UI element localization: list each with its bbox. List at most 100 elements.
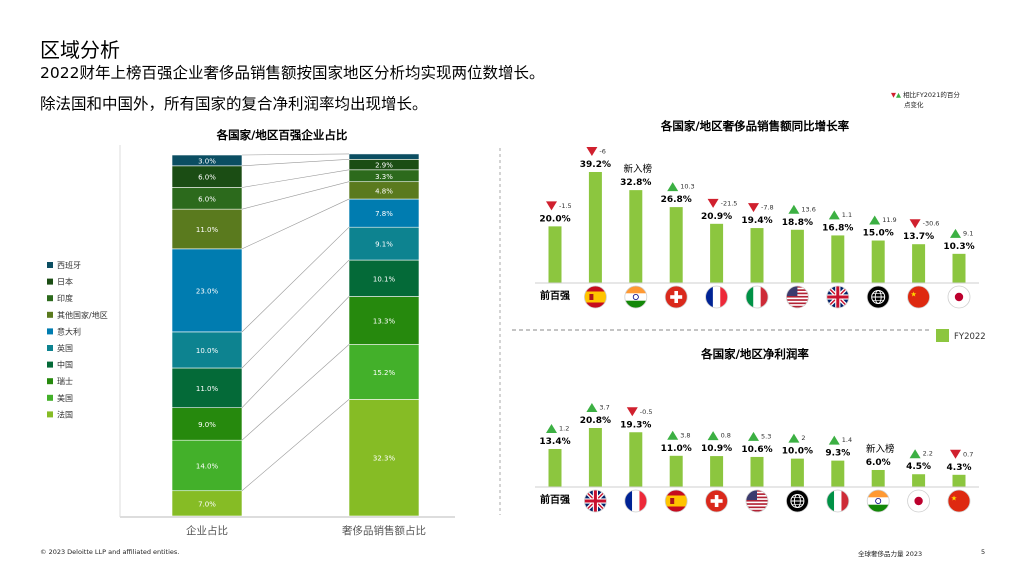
stack-connector-line — [241, 399, 350, 491]
legend-down-triangle-icon: ▼ — [891, 91, 896, 99]
flag-part — [665, 495, 688, 507]
stack-segment-0-1 — [171, 439, 243, 492]
margin-change-label: 3.7 — [599, 404, 609, 412]
footer-copyright: © 2023 Deloitte LLP and affiliated entit… — [40, 548, 180, 556]
stack-legend-swatch — [47, 278, 53, 285]
margin-value-label: 10.6% — [741, 445, 772, 455]
margin-change-label: 1.4 — [842, 436, 852, 444]
down-triangle-icon — [586, 147, 598, 156]
growth-value-label: 10.3% — [943, 242, 974, 252]
spain-flag-icon — [584, 285, 607, 309]
india-flag-icon — [866, 489, 890, 513]
down-triangle-icon — [626, 407, 638, 417]
flag-part — [875, 498, 882, 504]
flag-part — [746, 286, 754, 308]
up-triangle-icon — [707, 431, 719, 441]
flag-part — [710, 499, 723, 503]
flag-part — [826, 490, 835, 512]
stack-segment-label: 2.9% — [375, 162, 393, 170]
margin-bar — [912, 474, 926, 487]
france-flag-body — [705, 286, 728, 308]
stack-segment-label: 3.0% — [198, 157, 216, 165]
margin-bar — [588, 428, 602, 487]
growth-change-label: -7.8 — [761, 204, 774, 212]
japan-flag-body — [948, 286, 970, 308]
stack-legend-label: 英国 — [57, 343, 73, 353]
flag-part — [867, 504, 890, 512]
growth-change-label: 9.1 — [963, 229, 973, 237]
stack-segment-label: 3.3% — [375, 173, 393, 181]
down-triangle-icon — [546, 201, 557, 211]
up-triangle-icon — [788, 204, 800, 214]
flag-part — [632, 490, 640, 512]
usa-flag-icon — [786, 285, 809, 309]
italy-flag-body — [826, 490, 849, 512]
flag-ring — [664, 489, 688, 513]
stack-segment-label: 32.3% — [373, 455, 396, 463]
down-triangle-icon — [707, 198, 719, 208]
flag-part — [746, 509, 768, 512]
spain-flag-body — [584, 286, 607, 308]
growth-value-label: 26.8% — [661, 195, 692, 205]
stack-segment-1-1 — [348, 344, 420, 400]
margin-bar — [952, 474, 966, 487]
stack-segment-label: 4.8% — [375, 187, 393, 195]
stack-legend-label: 中国 — [57, 360, 73, 370]
margin-value-label: 6.0% — [866, 458, 891, 468]
margin-bar — [548, 448, 562, 487]
usa-flag-body — [786, 286, 809, 308]
growth-bar — [588, 172, 602, 283]
stack-segment-label: 6.0% — [198, 174, 216, 182]
globe-flag-body — [867, 286, 890, 308]
stack-legend-label: 瑞士 — [57, 376, 73, 386]
flag-part — [786, 302, 809, 305]
stack-segment-0-6 — [171, 208, 243, 250]
japan-flag-icon — [907, 489, 930, 513]
footer-report-title: 全球奢侈品力量 2023 — [858, 550, 923, 558]
margin-change-label: 0.8 — [721, 432, 731, 440]
stack-segment-label: 7.0% — [198, 500, 216, 508]
subline: 除法国和中国外，所有国家的复合净利润率均出现增长。 — [40, 95, 428, 113]
growth-change-label: -1.5 — [559, 202, 572, 210]
france-flag-icon — [624, 489, 648, 513]
growth-bar — [750, 228, 764, 283]
growth-change-label: -21.5 — [721, 199, 738, 207]
flag-ring — [786, 489, 809, 513]
stack-category-label: 企业占比 — [186, 524, 228, 537]
stack-legend-label: 印度 — [57, 293, 73, 303]
stack-legend-label: 日本 — [57, 277, 73, 287]
down-triangle-icon — [748, 203, 759, 213]
stack-segment-label: 7.8% — [375, 210, 393, 218]
china-flag-icon: ★ — [907, 285, 930, 309]
up-triangle-icon — [748, 431, 759, 441]
growth-bar — [912, 244, 926, 283]
france-flag-icon — [705, 285, 728, 309]
stack-segment-0-3 — [171, 367, 243, 408]
flag-ring — [866, 285, 890, 309]
margin-change-label: 5.3 — [761, 432, 771, 440]
uk-flag-body — [826, 286, 849, 308]
flag-ring — [584, 285, 607, 309]
globe-flag-body — [786, 490, 809, 512]
stack-legend-swatch — [47, 411, 53, 418]
flag-part — [632, 294, 639, 300]
flag-ring — [705, 285, 728, 309]
growth-bar — [831, 235, 845, 283]
switzerland-flag-icon — [705, 489, 728, 513]
legend-note-text-2: 点变化 — [904, 101, 924, 109]
flag-part — [584, 291, 607, 303]
stack-category-label: 奢侈品销售额占比 — [342, 524, 426, 537]
flag-part — [836, 286, 840, 308]
margin-change-label: 3.8 — [680, 431, 690, 439]
stack-connector-line — [241, 259, 350, 369]
flag-part — [753, 286, 761, 308]
stack-segment-1-9 — [348, 153, 420, 160]
up-triangle-icon — [828, 435, 840, 445]
flag-ring — [745, 285, 769, 309]
growth-value-label: 15.0% — [863, 229, 894, 239]
italy-flag-body — [746, 286, 768, 308]
stack-segment-0-4 — [171, 331, 243, 369]
flag-ring — [866, 489, 890, 513]
